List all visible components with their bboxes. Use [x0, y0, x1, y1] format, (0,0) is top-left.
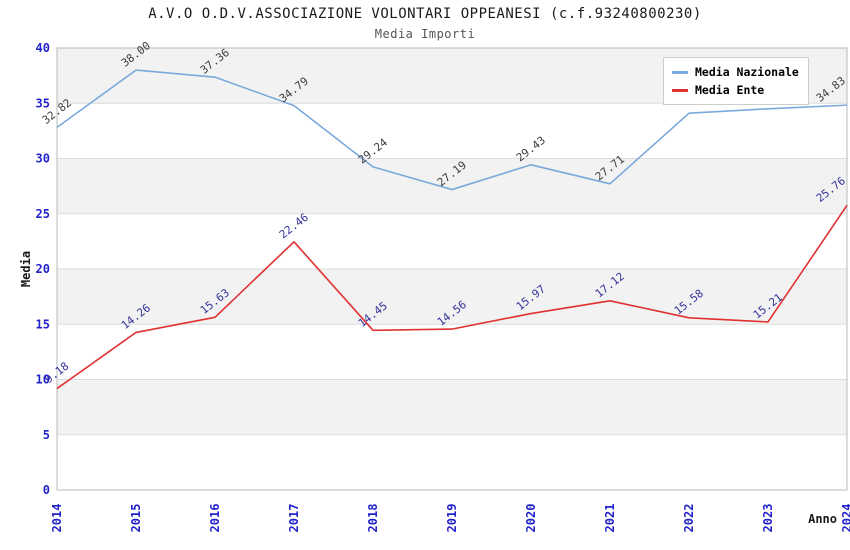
x-axis-tick-label: 2023	[761, 504, 775, 533]
media-ente-line-icon	[672, 88, 688, 92]
y-axis-title: Media	[19, 251, 33, 287]
media-nazionale-line-icon	[672, 70, 688, 74]
plot-border	[56, 47, 848, 491]
x-axis-tick-label: 2022	[682, 504, 696, 533]
x-axis-tick-label: 2017	[287, 504, 301, 533]
chart-subtitle: Media Importi	[374, 27, 476, 41]
x-axis-tick-label: 2014	[50, 504, 64, 533]
y-axis-tick-label: 15	[36, 317, 50, 331]
y-axis-tick-label: 35	[36, 96, 50, 110]
x-axis-tick-label: 2019	[445, 504, 459, 533]
x-axis-tick-label: 2024	[840, 504, 850, 533]
legend-label: Media Nazionale	[695, 65, 799, 79]
plot-band	[57, 379, 847, 435]
y-axis-tick-label: 10	[36, 373, 50, 387]
legend-item-media-ente: Media Ente	[672, 83, 800, 97]
data-point-label: 22.46	[277, 211, 311, 242]
series-line-media-ente	[56, 204, 848, 390]
plot-band	[57, 269, 847, 325]
x-axis-tick-label: 2016	[208, 504, 222, 533]
y-axis-tick-label: 20	[36, 262, 50, 276]
x-axis-tick-label: 2021	[603, 504, 617, 533]
legend-item-media-nazionale: Media Nazionale	[672, 65, 800, 79]
legend-label: Media Ente	[695, 83, 765, 97]
y-axis-tick-label: 25	[36, 207, 50, 221]
y-axis-tick-label: 40	[36, 41, 50, 55]
x-axis-tick-label: 2015	[129, 504, 143, 533]
x-axis-tick-label: 2018	[366, 504, 380, 533]
y-axis-tick-label: 5	[43, 428, 50, 442]
series-line-media-nazionale	[56, 69, 848, 191]
x-axis-tick-label: 2020	[524, 504, 538, 533]
y-axis-tick-label: 30	[36, 152, 50, 166]
chart-legend: Media Nazionale Media Ente	[663, 57, 809, 105]
y-axis-tick-label: 0	[43, 483, 50, 497]
x-axis-title: Anno	[808, 512, 837, 526]
chart-title: A.V.O O.D.V.ASSOCIAZIONE VOLONTARI OPPEA…	[148, 6, 702, 22]
plot-band	[57, 158, 847, 214]
